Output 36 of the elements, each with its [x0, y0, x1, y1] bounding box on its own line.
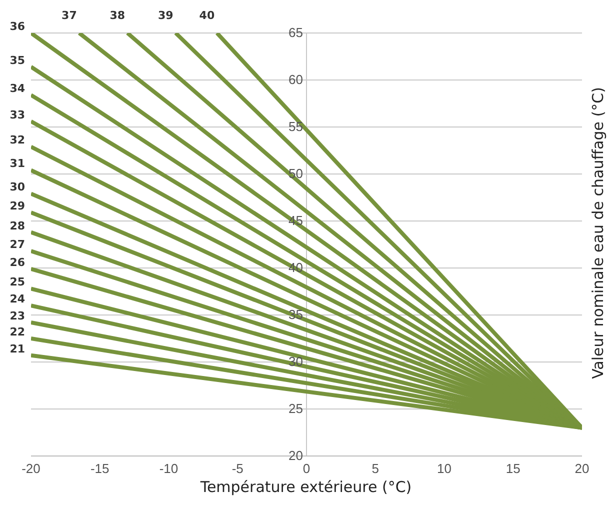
- y-tick-label: 65: [288, 25, 303, 40]
- y-tick-label: 20: [288, 448, 303, 463]
- series-label: 22: [10, 326, 25, 338]
- series-label: 28: [10, 219, 25, 232]
- series-label: 29: [10, 200, 25, 213]
- y-tick-label: 55: [288, 119, 303, 134]
- series-label: 37: [62, 9, 77, 22]
- series-label: 25: [10, 276, 25, 289]
- x-tick-label: 5: [372, 461, 379, 476]
- x-tick-label: 20: [574, 461, 590, 476]
- series-label: 27: [10, 238, 25, 252]
- series-label: 34: [10, 82, 26, 96]
- series-label: 40: [199, 9, 215, 22]
- y-tick-label: 60: [288, 72, 303, 87]
- series-label: 35: [10, 54, 25, 67]
- x-tick-label: -20: [22, 461, 40, 476]
- y-tick-label: 25: [288, 401, 303, 416]
- x-tick-label: 15: [506, 461, 520, 476]
- x-tick-label: -10: [159, 461, 178, 476]
- series-label: 24: [10, 292, 26, 306]
- y-axis-title: Valeur nominale eau de chauffage (°C): [589, 86, 607, 378]
- x-tick-label: -5: [232, 461, 244, 476]
- x-axis-title: Température extérieure (°C): [199, 478, 413, 496]
- series-label: 36: [10, 20, 26, 33]
- series-label: 31: [10, 157, 25, 170]
- series-label: 39: [158, 9, 174, 22]
- series-label: 32: [10, 134, 25, 147]
- x-tick-label: 0: [302, 461, 310, 476]
- series-label: 30: [10, 180, 26, 194]
- x-tick-label: 10: [437, 461, 452, 476]
- x-tick-label: -15: [90, 461, 110, 476]
- series-label: 26: [10, 256, 26, 269]
- series-label: 38: [110, 9, 126, 22]
- series-label: 23: [10, 310, 25, 323]
- series-label: 33: [10, 108, 25, 122]
- series-label: 21: [10, 342, 25, 356]
